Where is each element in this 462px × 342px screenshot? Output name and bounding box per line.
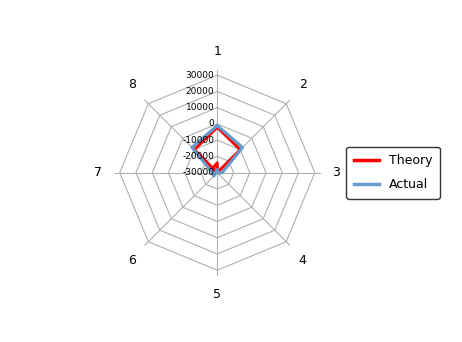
Text: 20000: 20000 [186,87,214,96]
Text: 3: 3 [332,166,340,179]
Text: 1: 1 [213,44,221,57]
Text: 30000: 30000 [186,71,214,80]
Text: 2: 2 [298,78,306,91]
Text: 4: 4 [298,254,306,267]
Text: 5: 5 [213,288,221,301]
Text: 0: 0 [208,119,214,129]
Text: 8: 8 [128,78,136,91]
Text: -20000: -20000 [182,152,214,161]
Text: -30000: -30000 [182,168,214,177]
Legend: Theory, Actual: Theory, Actual [346,147,439,199]
Text: 6: 6 [128,254,136,267]
Text: 7: 7 [94,166,102,179]
Text: -10000: -10000 [182,136,214,145]
Text: 10000: 10000 [186,103,214,112]
